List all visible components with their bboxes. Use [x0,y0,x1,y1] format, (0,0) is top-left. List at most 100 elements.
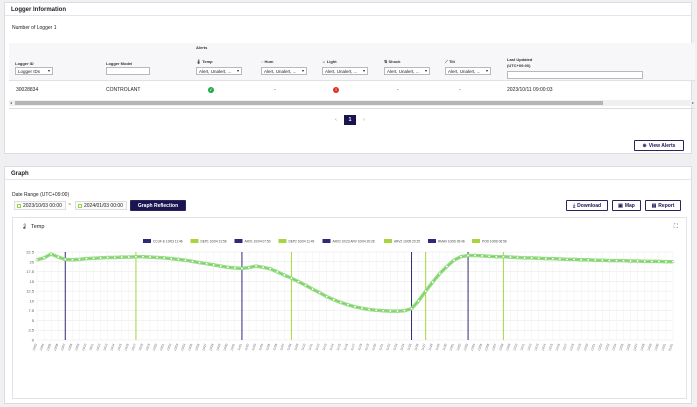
shock-alert-filter[interactable]: Alert, Unalert, ... ▾ [384,67,430,75]
x-tick-label: 10/10 [81,343,87,352]
expand-icon[interactable]: ⛶ [673,224,678,230]
temp-point [480,254,484,258]
x-tick-label: 10/29 [215,343,221,352]
scroll-right-icon[interactable]: ▸ [691,100,694,105]
temp-alert-filter[interactable]: Alert, Unalert, ... ▾ [196,67,242,75]
x-tick-label: 10/04 [39,343,45,352]
cell-logger-id: 30028834 [16,87,39,93]
x-tick-label: 12/19 [576,343,582,352]
temp-point [381,309,385,313]
temp-point [360,306,364,310]
y-tick-label: 17.5 [26,269,35,274]
x-tick-label: 10/06 [53,343,59,352]
graph-reflection-button[interactable]: Graph Reflection [130,200,186,211]
y-tick-label: 15 [30,279,35,284]
horizontal-scrollbar[interactable]: ◂ ▸ [9,100,695,106]
next-page-button[interactable]: › [363,117,365,123]
x-tick-label: 12/07 [491,343,497,352]
temp-point [289,276,293,280]
prev-page-button[interactable]: ‹ [335,117,337,123]
x-tick-label: 11/13 [321,343,327,352]
y-tick-label: 20 [30,259,35,264]
x-tick-label: 10/08 [67,343,73,352]
y-tick-label: 5 [32,318,35,323]
logger-id-filter[interactable]: Logger IDs ▾ [15,67,53,75]
temp-point [452,258,456,262]
download-icon: ⤓ [572,202,576,209]
report-button[interactable]: ▤ Report [645,200,681,211]
temp-point [275,270,279,274]
x-tick-label: 10/03 [32,343,38,352]
x-tick-label: 11/20 [371,343,377,352]
x-tick-label: 12/15 [547,343,553,352]
last-updated-filter[interactable] [507,71,643,79]
temp-point [247,266,251,270]
x-tick-label: 10/27 [201,343,207,352]
tilt-alert-filter[interactable]: Alert, Unalert, ... ▾ [445,67,491,75]
col-hum: ◌ Hum [261,59,274,64]
x-tick-label: 11/14 [328,343,334,352]
temp-point [636,259,640,263]
chevron-down-icon: ▾ [47,68,50,73]
y-tick-label: 22.5 [26,250,35,255]
x-tick-label: 12/10 [512,343,518,352]
temp-point [445,265,449,268]
x-tick-label: 12/05 [477,343,483,352]
x-tick-label: 11/15 [336,343,342,352]
temp-point [367,308,371,311]
x-tick-label: 11/03 [251,343,257,352]
x-tick-label: 10/05 [46,343,52,352]
x-tick-label: 12/28 [639,343,645,352]
temp-point [212,263,216,267]
light-alert-filter[interactable]: Alert, Unalert, ... ▾ [322,67,368,75]
legend-swatch [234,239,243,243]
temp-point [565,257,569,261]
temp-point [664,260,668,264]
temp-point [509,255,512,259]
x-tick-label: 11/23 [392,343,398,352]
scroll-left-icon[interactable]: ◂ [10,100,13,105]
temp-point [304,283,307,287]
x-tick-label: 10/16 [123,343,129,352]
calendar-icon [17,203,21,208]
table-header: Alerts Logger ID Logger IDs ▾ Logger Mode… [9,43,695,81]
temp-point [339,301,343,304]
x-tick-label: 11/05 [265,343,271,352]
temp-point [191,259,194,263]
temp-point [85,257,88,261]
x-tick-label: 11/12 [314,343,320,352]
page-1-button[interactable]: 1 [344,115,356,125]
x-tick-label: 12/01 [449,343,455,352]
temp-point [501,255,505,259]
view-alerts-button[interactable]: ⊕ View Alerts [634,140,684,151]
start-date-input[interactable]: 2023/10/03 00:00 [14,201,66,210]
temp-point [92,256,95,260]
logger-model-filter[interactable] [106,67,150,75]
x-tick-label: 10/13 [102,343,108,352]
logger-information-title: Logger Information [5,3,691,16]
legend-label: DEP2 10/04 11:49 [289,240,315,244]
legend-label: RMAV 10/06 09:46 [438,240,465,244]
alert-icon: ⊕ [642,142,647,149]
x-tick-label: 10/20 [152,343,158,352]
temp-chart: 🌡 Temp ⛶ 0 2.5 5 7.5 10 12.5 15 17.5 20 22.5 10/03 1… [12,217,687,399]
x-tick-label: 12/29 [646,343,652,352]
col-light: ☼ Light [322,59,337,64]
end-date-input[interactable]: 2024/01/03 00:00 [75,201,127,210]
x-tick-label: 10/17 [131,343,137,352]
x-tick-label: 01/01 [668,343,674,352]
x-tick-label: 12/09 [505,343,511,352]
temp-point [183,258,187,262]
chevron-down-icon: ▾ [485,68,488,73]
date-range-label: Date Range (UTC+09:00) [12,192,70,198]
map-button[interactable]: ▣ Map [612,200,641,211]
temp-point [282,273,286,277]
scrollbar-thumb[interactable] [15,101,603,105]
download-button[interactable]: ⤓ Download [566,200,608,211]
x-tick-label: 10/31 [229,343,235,352]
y-tick-label: 2.5 [28,328,34,333]
hum-alert-filter[interactable]: Alert, Unalert, ... ▾ [261,67,307,75]
x-tick-label: 11/28 [427,343,433,352]
temp-point [523,256,527,260]
